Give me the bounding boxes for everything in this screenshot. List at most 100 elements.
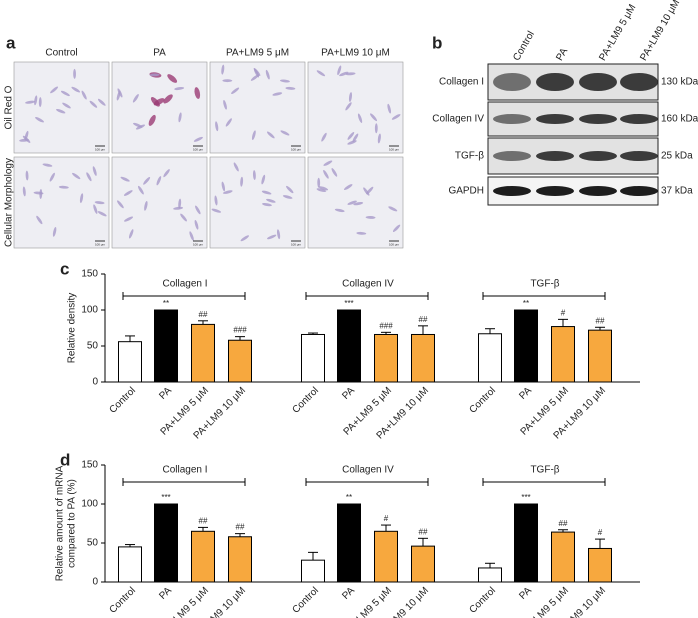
significance: # (384, 514, 389, 523)
y-axis-label: Relative density (67, 293, 78, 364)
y-tick-label: 150 (81, 460, 98, 471)
bar (514, 309, 538, 383)
error-bar (235, 533, 245, 537)
lane-label: Control (511, 29, 537, 62)
error-bar (308, 332, 318, 335)
cell (97, 211, 107, 217)
cell (178, 198, 182, 209)
size-label: 130 kDa (661, 77, 698, 88)
group-title: Collagen IV (342, 279, 394, 290)
group-title: TGF-β (530, 279, 559, 290)
bar (588, 329, 612, 383)
significance: ## (236, 523, 245, 532)
cell (189, 231, 194, 241)
bar (301, 559, 325, 583)
x-tick-label: PA (340, 385, 357, 402)
cell (387, 103, 392, 114)
size-label: 37 kDa (661, 186, 693, 197)
lane-label: PA+LM9 10 μM (638, 0, 682, 63)
y-axis-label: compared to PA (%) (67, 479, 78, 568)
error-bar (198, 320, 208, 325)
row-label: Oil Red O (4, 85, 15, 129)
cell (323, 160, 333, 166)
error-bar (595, 538, 605, 549)
cell (279, 79, 290, 83)
cell (370, 113, 377, 122)
bar (411, 333, 435, 383)
cell (231, 87, 240, 95)
micrograph (209, 156, 306, 249)
micrograph (111, 61, 208, 154)
cell (143, 177, 151, 185)
cell (174, 86, 185, 91)
cell (22, 186, 26, 197)
cell (123, 190, 133, 196)
band (536, 73, 574, 91)
bar (301, 333, 325, 383)
cell (225, 118, 232, 127)
cell (352, 133, 359, 143)
cell (356, 231, 367, 235)
cell (318, 186, 329, 191)
cell (316, 70, 326, 77)
x-tick-label: Control (107, 585, 138, 616)
y-tick-label: 150 (81, 269, 98, 280)
band (493, 151, 531, 161)
cell (163, 169, 170, 178)
bar (228, 536, 252, 583)
band (493, 114, 531, 124)
significance: ## (419, 315, 428, 324)
cell (266, 198, 276, 203)
cell (38, 97, 42, 108)
error-bar (235, 336, 245, 341)
cell (223, 99, 227, 110)
cell (49, 172, 55, 182)
band (579, 114, 617, 124)
lane-label: PA (554, 46, 570, 63)
cell (33, 191, 44, 195)
error-bar (595, 326, 605, 331)
cell (25, 170, 29, 181)
x-tick-label: Control (467, 385, 498, 416)
cell (81, 90, 87, 100)
cell (337, 65, 342, 76)
cell (286, 185, 294, 194)
cell (35, 117, 44, 123)
bar (478, 567, 502, 583)
size-label: 160 kDa (661, 114, 698, 125)
cell (261, 174, 266, 185)
cell (178, 112, 182, 123)
cell (252, 170, 256, 181)
cell (347, 140, 357, 145)
cell (167, 74, 178, 83)
bar (191, 323, 215, 383)
cell (194, 219, 199, 230)
error-bar (198, 526, 208, 532)
micrograph (111, 156, 208, 249)
y-axis-label: Relative amount of mRNA (55, 465, 66, 581)
micrograph (13, 61, 110, 154)
cell (317, 177, 321, 188)
cell (374, 123, 378, 134)
protein-label: Collagen IV (432, 114, 484, 125)
error-bar (418, 537, 428, 547)
column-title: Control (45, 48, 77, 59)
cell (124, 216, 134, 222)
significance: # (561, 308, 566, 317)
cell (334, 208, 345, 213)
column-title: PA (153, 48, 166, 59)
significance: *** (521, 493, 530, 502)
band (579, 186, 617, 196)
cell (222, 79, 233, 83)
cell (211, 208, 222, 213)
x-tick-label: PA (340, 585, 357, 602)
cell (280, 130, 290, 136)
cell (36, 215, 43, 225)
cell (366, 186, 374, 195)
bar (154, 503, 178, 583)
x-tick-label: PA (157, 385, 174, 402)
cell (222, 190, 233, 194)
cell (22, 135, 31, 143)
bar (337, 503, 361, 583)
cell (392, 224, 401, 232)
